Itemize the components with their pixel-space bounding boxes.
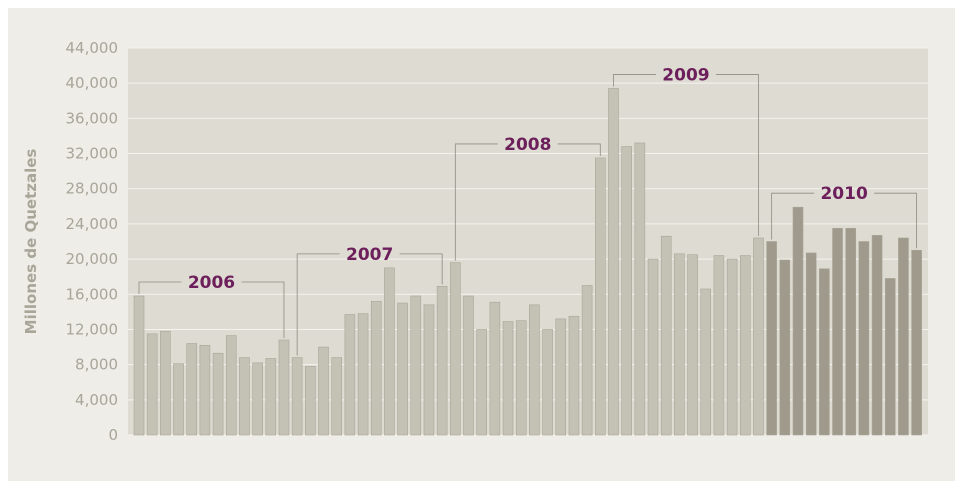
bar — [489, 301, 501, 436]
bar — [423, 304, 435, 436]
bar — [884, 278, 896, 436]
bar — [384, 267, 395, 436]
bar — [739, 255, 751, 436]
bar — [318, 346, 329, 436]
y-tick-label: 4,000 — [75, 391, 118, 409]
bar — [858, 241, 870, 436]
bar — [674, 253, 685, 436]
bar — [555, 318, 567, 436]
bar — [713, 255, 725, 436]
year-bracket — [296, 253, 443, 356]
bar — [542, 329, 553, 436]
year-label: 2009 — [662, 65, 709, 85]
bar — [726, 258, 738, 436]
bar — [278, 339, 290, 436]
bar — [450, 262, 461, 436]
bar — [397, 302, 408, 436]
bar — [647, 258, 659, 436]
bar — [700, 288, 712, 436]
bar — [832, 228, 843, 436]
bar — [186, 343, 198, 436]
year-bracket — [454, 143, 601, 261]
bar — [753, 237, 764, 436]
y-tick-label: 44,000 — [66, 39, 119, 57]
year-label: 2010 — [820, 184, 867, 204]
y-axis-label: Millones de Quetzales — [22, 149, 40, 335]
bar — [265, 358, 277, 436]
bar — [344, 314, 356, 436]
year-bracket — [771, 192, 918, 249]
bar — [594, 157, 606, 436]
year-label: 2006 — [188, 273, 235, 293]
bar — [687, 254, 698, 436]
bar — [608, 88, 619, 436]
y-tick-label: 28,000 — [66, 180, 119, 198]
y-tick-label: 16,000 — [66, 285, 119, 303]
bar — [160, 330, 171, 436]
bar — [568, 315, 580, 436]
bar — [805, 252, 817, 436]
bar — [634, 142, 646, 436]
bar — [173, 363, 184, 436]
bar — [766, 241, 777, 436]
bar — [199, 344, 211, 436]
bar — [291, 357, 303, 436]
bar — [660, 235, 672, 436]
bar — [898, 237, 909, 436]
year-bracket — [613, 74, 759, 236]
bar — [792, 206, 804, 436]
y-tick-label: 8,000 — [75, 356, 118, 374]
bar — [581, 285, 593, 436]
bar — [410, 295, 422, 436]
bar — [529, 304, 540, 436]
bar-chart: 2006 2007 2008 2009 2010 0 4,000 8,000 12,000 16… — [22, 39, 928, 444]
y-tick-label: 24,000 — [66, 215, 119, 233]
bar — [476, 329, 487, 436]
bar — [252, 362, 263, 436]
bar — [779, 259, 791, 436]
bar — [239, 357, 250, 436]
bar — [331, 357, 343, 436]
y-axis-ticks: 0 4,000 8,000 12,000 16,000 20,000 24,000 28,00… — [66, 39, 119, 444]
bar — [370, 301, 382, 436]
bar — [463, 295, 474, 436]
y-tick-label: 0 — [108, 426, 118, 444]
y-tick-label: 12,000 — [66, 320, 119, 338]
chart-frame: 2006 2007 2008 2009 2010 0 4,000 8,000 12,000 16… — [8, 8, 955, 481]
bar — [305, 366, 316, 436]
bar — [845, 228, 857, 436]
bar — [502, 321, 514, 436]
y-tick-label: 36,000 — [66, 109, 119, 127]
bar — [225, 335, 237, 436]
y-tick-label: 20,000 — [66, 250, 119, 268]
y-tick-label: 32,000 — [66, 145, 119, 163]
y-tick-label: 40,000 — [66, 74, 119, 92]
bar — [357, 313, 369, 436]
bar — [621, 146, 632, 436]
bars — [133, 88, 922, 436]
year-bracket — [138, 281, 285, 339]
bar — [911, 249, 922, 436]
bar — [436, 286, 448, 436]
bar — [819, 268, 830, 436]
year-label: 2007 — [346, 245, 393, 265]
bar — [133, 295, 145, 436]
year-brackets: 2006 2007 2008 2009 2010 — [138, 65, 918, 356]
bar — [515, 320, 527, 436]
bar — [146, 333, 158, 436]
year-label: 2008 — [504, 135, 551, 155]
bar — [871, 235, 883, 436]
bar — [212, 352, 224, 436]
